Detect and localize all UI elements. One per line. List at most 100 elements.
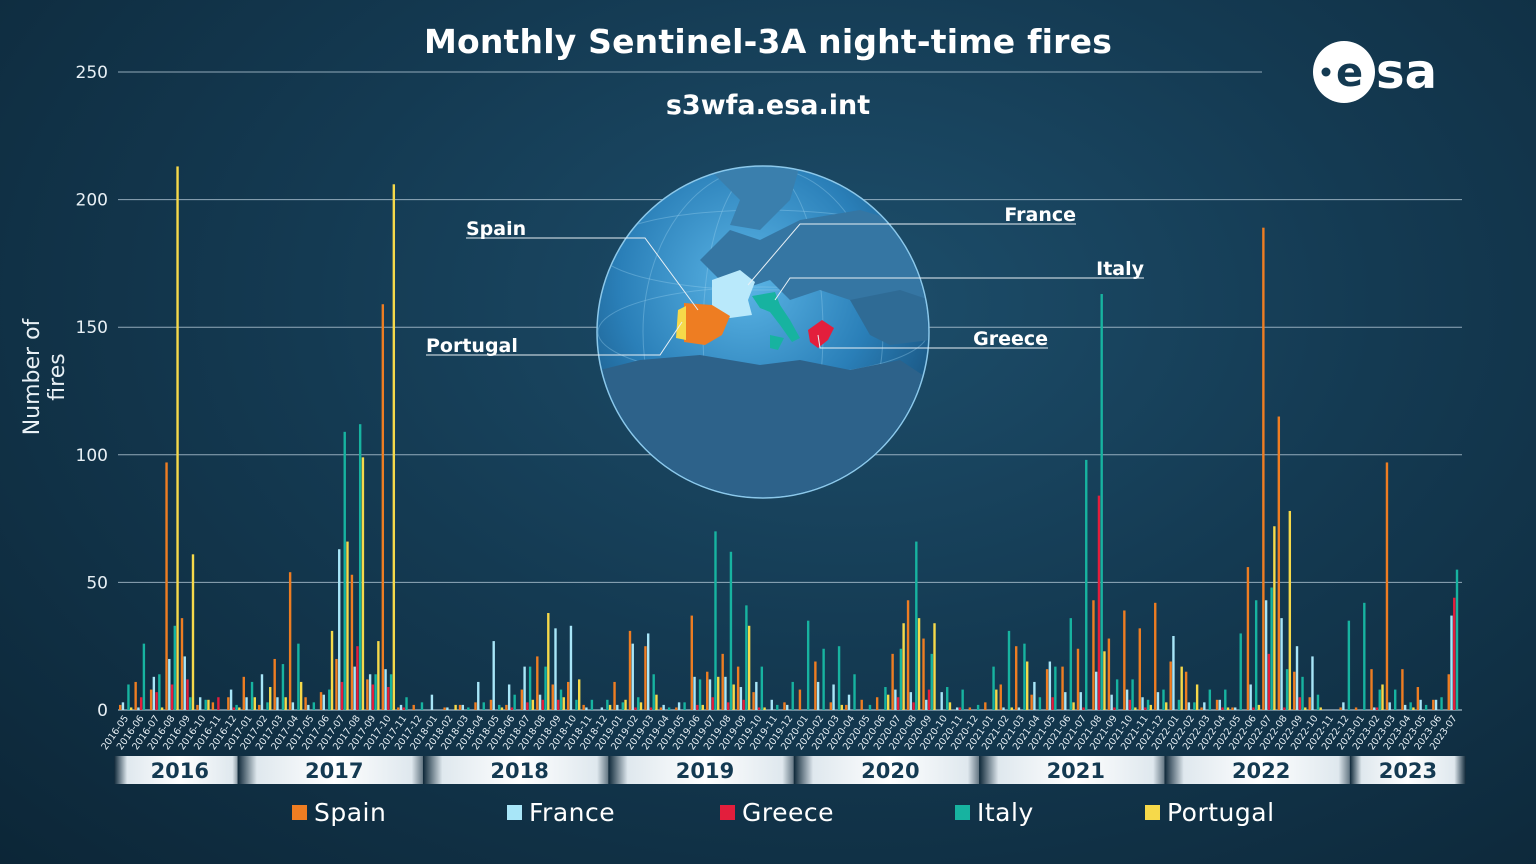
bar-france-2017-02 [260, 674, 264, 710]
bar-portugal-2021-11 [1149, 704, 1152, 710]
bar-italy-2018-09 [559, 689, 563, 710]
bar-france-2022-01 [1172, 635, 1175, 710]
bar-greece-2018-07 [526, 702, 529, 710]
bar-italy-2021-10 [1131, 679, 1134, 710]
legend-item-italy: Italy [955, 798, 1034, 827]
label-france: France [1004, 204, 1076, 226]
bar-spain-2019-04 [659, 707, 663, 710]
bar-italy-2022-07 [1270, 587, 1273, 710]
bar-italy-2016-09 [189, 697, 192, 710]
y-tick-label: 100 [76, 446, 108, 466]
bar-italy-2017-10 [389, 674, 393, 710]
bar-portugal-2020-08 [917, 618, 921, 710]
bar-italy-2017-06 [328, 689, 331, 710]
legend-swatch [292, 805, 307, 820]
bar-italy-2017-09 [374, 674, 377, 710]
label-greece: Greece [973, 328, 1048, 350]
bar-greece-2022-06 [1252, 707, 1255, 710]
bar-portugal-2021-01 [995, 689, 998, 710]
bar-italy-2021-07 [1085, 459, 1088, 710]
bar-italy-2017-02 [266, 702, 269, 710]
italy-shape [752, 292, 800, 350]
bar-portugal-2021-02 [1010, 707, 1013, 710]
legend-label: Portugal [1167, 798, 1275, 827]
bar-italy-2020-02 [822, 648, 825, 710]
bar-italy-2020-09 [930, 653, 933, 710]
bar-italy-2022-08 [1285, 669, 1289, 710]
bar-italy-2019-06 [698, 679, 702, 710]
bar-italy-2023-05 [1424, 704, 1428, 710]
bar-france-2017-01 [245, 697, 248, 710]
esa-logo-circle-icon [1313, 41, 1375, 103]
bar-spain-2021-01 [984, 702, 987, 710]
bar-italy-2018-08 [544, 666, 547, 710]
bar-france-2018-09 [554, 628, 557, 710]
legend-label: France [529, 798, 616, 827]
bar-france-2021-11 [1141, 697, 1144, 710]
bar-greece-2019-10 [757, 707, 761, 710]
bar-greece-2022-07 [1267, 653, 1271, 710]
bar-greece-2021-08 [1097, 495, 1101, 710]
label-portugal: Portugal [426, 335, 518, 357]
bar-italy-2022-12 [1347, 620, 1351, 710]
bar-greece-2021-11 [1144, 707, 1147, 710]
bar-italy-2021-03 [1023, 643, 1026, 710]
bar-france-2016-12 [229, 689, 233, 710]
bar-italy-2022-01 [1177, 699, 1181, 710]
bar-spain-2020-12 [968, 707, 972, 710]
bar-greece-2019-02 [634, 707, 637, 710]
bar-spain-2021-10 [1123, 610, 1126, 710]
bar-spain-2018-03 [458, 704, 462, 710]
year-label: 2016 [151, 759, 209, 783]
bar-france-2017-08 [353, 666, 356, 710]
bar-greece-2017-10 [387, 687, 390, 710]
bar-spain-2021-02 [999, 684, 1002, 710]
bar-portugal-2022-08 [1288, 510, 1292, 710]
bar-greece-2020-11 [958, 707, 962, 710]
bar-portugal-2019-09 [747, 625, 751, 710]
bar-spain-2018-07 [520, 689, 524, 710]
label-italy: Italy [1096, 258, 1144, 280]
bar-greece-2016-11 [217, 697, 220, 710]
bar-greece-2016-09 [186, 679, 189, 710]
bar-france-2019-11 [770, 699, 773, 710]
bar-spain-2021-07 [1076, 648, 1080, 710]
bar-portugal-2023-04 [1412, 707, 1415, 710]
bar-greece-2018-06 [510, 707, 514, 710]
bar-italy-2021-08 [1100, 294, 1103, 710]
bar-france-2018-11 [585, 707, 588, 710]
y-tick-label: 150 [76, 318, 108, 338]
bar-spain-2016-07 [149, 689, 153, 710]
bar-spain-2018-08 [536, 656, 539, 710]
bar-italy-2017-11 [405, 697, 408, 710]
bar-spain-2016-12 [227, 697, 230, 710]
bar-france-2019-04 [662, 704, 665, 710]
bar-france-2022-03 [1203, 702, 1206, 710]
bar-spain-2022-12 [1339, 707, 1342, 710]
bar-france-2019-01 [616, 704, 619, 710]
bar-greece-2017-07 [340, 681, 344, 710]
bar-spain-2018-09 [551, 684, 554, 710]
bar-italy-2021-04 [1038, 697, 1042, 710]
bar-spain-2022-05 [1231, 707, 1234, 710]
bar-portugal-2022-07 [1273, 526, 1276, 710]
bar-france-2020-07 [894, 689, 897, 710]
bar-france-2017-11 [399, 704, 403, 710]
bar-spain-2020-08 [906, 600, 910, 710]
bar-portugal-2020-06 [886, 694, 890, 710]
bar-spain-2020-02 [814, 661, 817, 710]
y-tick-label: 250 [76, 63, 108, 83]
bar-portugal-2019-07 [717, 676, 720, 710]
bar-spain-2016-11 [211, 702, 215, 710]
bar-france-2019-05 [677, 702, 681, 710]
bar-spain-2018-04 [474, 702, 477, 710]
bar-spain-2020-09 [922, 638, 925, 710]
bar-portugal-2018-09 [562, 697, 565, 710]
bar-portugal-2018-05 [500, 707, 504, 710]
bar-france-2020-10 [940, 692, 943, 710]
bar-france-2022-08 [1280, 618, 1283, 710]
year-band-2020 [793, 756, 988, 784]
europe-globe: Spain France Italy Portugal Greece [426, 165, 1145, 499]
legend-item-france: France [507, 798, 615, 827]
bar-italy-2018-11 [590, 699, 594, 710]
